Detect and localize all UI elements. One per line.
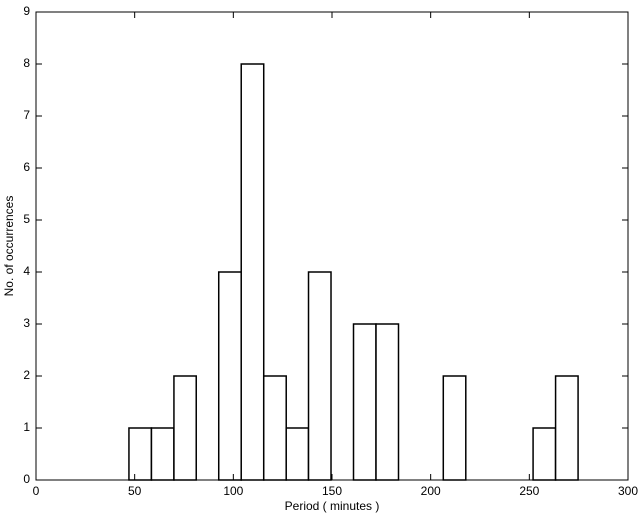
y-tick-label: 6	[23, 160, 30, 174]
x-tick-label: 200	[421, 484, 441, 498]
y-tick-label: 9	[23, 4, 30, 18]
bar	[150, 427, 175, 481]
y-tick-label: 2	[23, 368, 30, 382]
bar	[554, 375, 579, 481]
bar	[352, 323, 377, 481]
bar	[442, 375, 467, 481]
x-tick-label: 300	[618, 484, 638, 498]
y-tick-label: 1	[23, 420, 30, 434]
bar	[532, 427, 557, 481]
x-tick-label: 100	[223, 484, 243, 498]
bar	[240, 63, 265, 481]
bar	[307, 271, 332, 481]
y-tick-label: 4	[23, 264, 30, 278]
y-tick-label: 7	[23, 108, 30, 122]
x-tick-label: 50	[128, 484, 142, 498]
x-tick-label: 0	[33, 484, 40, 498]
y-tick-label: 5	[23, 212, 30, 226]
y-tick-label: 3	[23, 316, 30, 330]
bar	[285, 427, 310, 481]
plot-frame	[35, 11, 629, 481]
bar	[262, 375, 287, 481]
bar	[173, 375, 197, 481]
x-tick-label: 250	[519, 484, 539, 498]
x-tick-label: 150	[322, 484, 342, 498]
bar	[128, 427, 153, 481]
x-axis-label: Period ( minutes )	[285, 499, 380, 513]
bar	[375, 323, 400, 481]
y-tick-label: 8	[23, 56, 30, 70]
y-axis-label: No. of occurrences	[2, 196, 16, 297]
y-tick-label: 0	[23, 472, 30, 486]
bar	[217, 271, 242, 481]
